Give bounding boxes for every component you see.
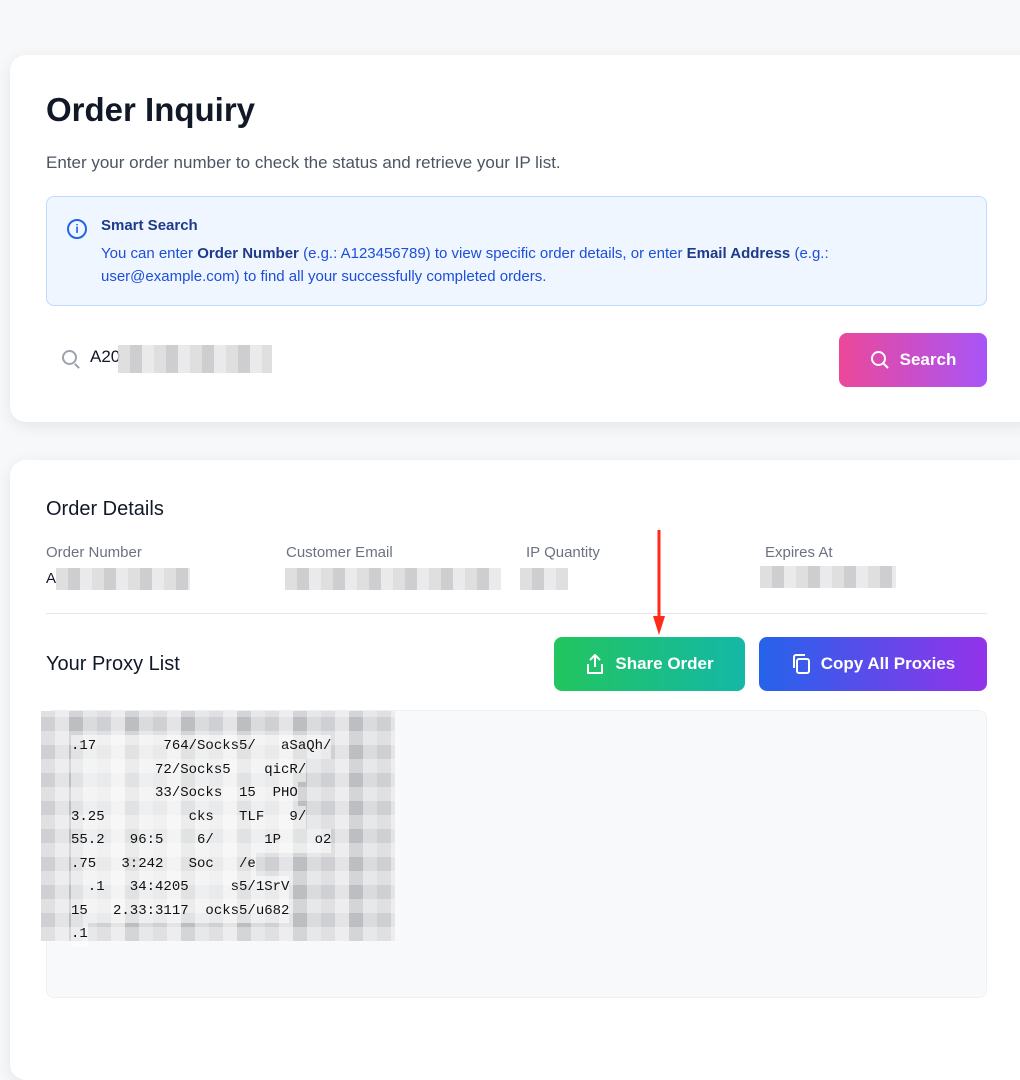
redacted-expiry xyxy=(760,566,896,588)
proxy-line: 3.25 cks TLF 9/ xyxy=(71,805,307,829)
copy-all-proxies-label: Copy All Proxies xyxy=(820,654,956,673)
proxy-line: .1 34:4205 s5/1SrV xyxy=(71,876,290,900)
info-icon: i xyxy=(67,219,87,239)
redacted-order-number xyxy=(56,568,190,590)
smart-search-info: i Smart Search You can enter Order Numbe… xyxy=(46,196,987,306)
proxy-line: 33/Socks 15 PHO xyxy=(71,782,298,806)
share-icon xyxy=(587,654,604,674)
expires-at-label: Expires At xyxy=(765,544,833,561)
order-number-value: A xyxy=(46,570,57,587)
order-inquiry-card: Order Inquiry Enter your order number to… xyxy=(10,55,1020,422)
share-order-button[interactable]: Share Order xyxy=(554,637,745,691)
proxy-line: 15 2.33:3117 ocks5/u682 xyxy=(71,899,290,923)
proxy-line: .75 3:242 Soc /e xyxy=(71,852,256,876)
share-order-label: Share Order xyxy=(615,654,714,673)
order-number-label: Order Number xyxy=(46,544,142,561)
copy-icon xyxy=(792,654,810,674)
search-button-label: Search xyxy=(899,350,957,369)
redacted-ip-quantity xyxy=(520,568,568,590)
redacted-email xyxy=(285,568,501,590)
page-title: Order Inquiry xyxy=(46,91,256,128)
search-icon xyxy=(870,351,889,369)
search-icon xyxy=(62,350,77,365)
order-details-title: Order Details xyxy=(46,498,164,520)
proxy-line: 72/Socks5 qicR/ xyxy=(71,758,307,782)
proxy-line: 55.2 96:5 6/ 1P o2 xyxy=(71,829,332,853)
proxy-list-textarea[interactable]: .17 764/Socks5/ aSaQh/ 72/Socks5 qicR/ 3… xyxy=(41,710,987,998)
customer-email-label: Customer Email xyxy=(286,544,393,561)
proxy-lines: .17 764/Socks5/ aSaQh/ 72/Socks5 qicR/ 3… xyxy=(71,735,332,947)
search-button[interactable]: Search xyxy=(839,333,987,387)
order-details-card: Order Details Order Number Customer Emai… xyxy=(10,460,1020,1080)
ip-quantity-label: IP Quantity xyxy=(526,544,600,561)
order-search-field[interactable] xyxy=(46,333,826,387)
proxy-line: .1 xyxy=(71,923,88,947)
divider xyxy=(46,613,987,614)
proxy-line: .17 764/Socks5/ aSaQh/ xyxy=(71,735,332,759)
copy-all-proxies-button[interactable]: Copy All Proxies xyxy=(759,637,987,691)
redacted-order-number xyxy=(118,345,272,373)
page-subtitle: Enter your order number to check the sta… xyxy=(46,153,561,172)
info-title: Smart Search xyxy=(101,217,198,234)
info-text: You can enter Order Number (e.g.: A12345… xyxy=(101,245,829,285)
annotation-arrow xyxy=(653,530,665,635)
proxy-list-title: Your Proxy List xyxy=(46,653,180,675)
